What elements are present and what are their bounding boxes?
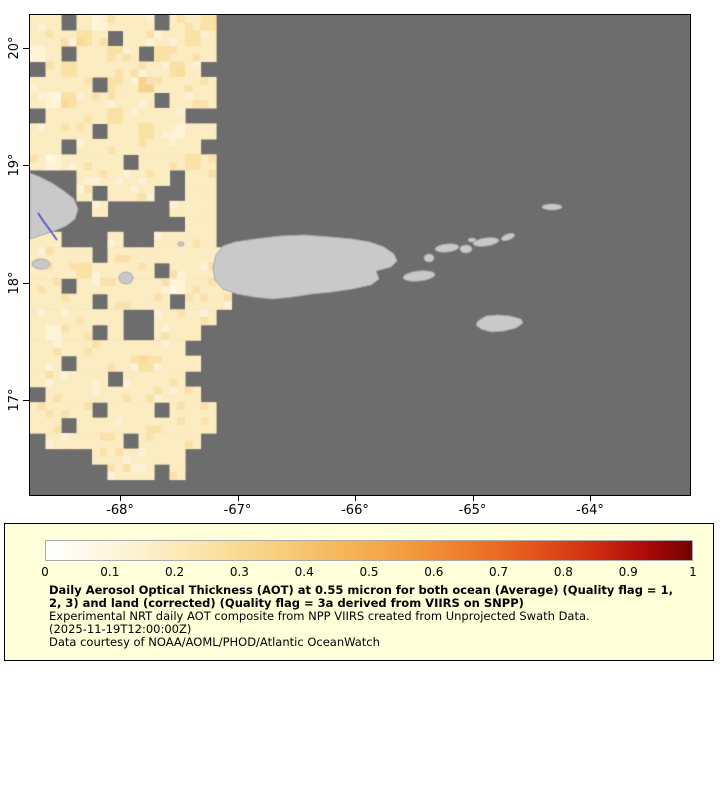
lon-tick — [590, 495, 591, 501]
lon-tick-label: -67° — [223, 503, 252, 518]
colorbar-tick-label: 0 — [41, 565, 49, 579]
lon-tick-label: -65° — [458, 503, 487, 518]
colorbar-tick-label: 0.7 — [489, 565, 509, 579]
lat-tick — [23, 165, 29, 167]
colorbar-tick-label: 0.1 — [100, 565, 120, 579]
lat-tick — [23, 400, 29, 401]
colorbar-tick-label: 0.6 — [424, 565, 444, 579]
lon-tick-label: -68° — [106, 503, 134, 518]
legend-title: Daily Aerosol Optical Thickness (AOT) at… — [49, 583, 673, 610]
colorbar-tick-label: 0.2 — [165, 565, 185, 579]
lon-tick — [472, 495, 474, 501]
lat-tick-label: 18° — [7, 271, 23, 295]
legend-line-timestamp: (2025-11-19T12:00:00Z) — [49, 622, 192, 636]
lon-tick — [237, 495, 239, 501]
aot-map-canvas — [30, 15, 690, 495]
legend-line-experimental: Experimental NRT daily AOT composite fro… — [49, 609, 590, 623]
lon-tick — [120, 495, 122, 501]
legend-text-block: Daily Aerosol Optical Thickness (AOT) at… — [49, 584, 677, 649]
lat-tick — [23, 48, 29, 50]
lon-tick — [354, 495, 356, 501]
colorbar-tick-label: 1 — [689, 565, 697, 579]
lat-tick-label: 19° — [7, 153, 23, 177]
legend-panel: 0 0.1 0.2 0.3 0.4 0.5 0.6 0.7 0.8 0.9 1 Daily Aero… — [4, 523, 714, 661]
lat-tick-label: 20° — [7, 36, 23, 60]
lon-tick-label: -64° — [576, 503, 604, 518]
colorbar-gradient — [45, 540, 693, 561]
colorbar-tick-label: 0.4 — [294, 565, 314, 579]
legend-line-courtesy: Data courtesy of NOAA/AOML/PHOD/Atlantic… — [49, 635, 380, 649]
colorbar-tick-label: 0.9 — [618, 565, 638, 579]
lat-tick-label: 17° — [7, 388, 23, 412]
colorbar-tick-label: 0.3 — [229, 565, 249, 579]
colorbar-tick-label: 0.8 — [553, 565, 573, 579]
lat-tick — [23, 282, 29, 284]
lon-tick-label: -66° — [341, 503, 369, 518]
colorbar-tick-label: 0.5 — [359, 565, 379, 579]
map-frame — [29, 14, 691, 496]
colorbar-labels: 0 0.1 0.2 0.3 0.4 0.5 0.6 0.7 0.8 0.9 1 — [41, 565, 697, 579]
